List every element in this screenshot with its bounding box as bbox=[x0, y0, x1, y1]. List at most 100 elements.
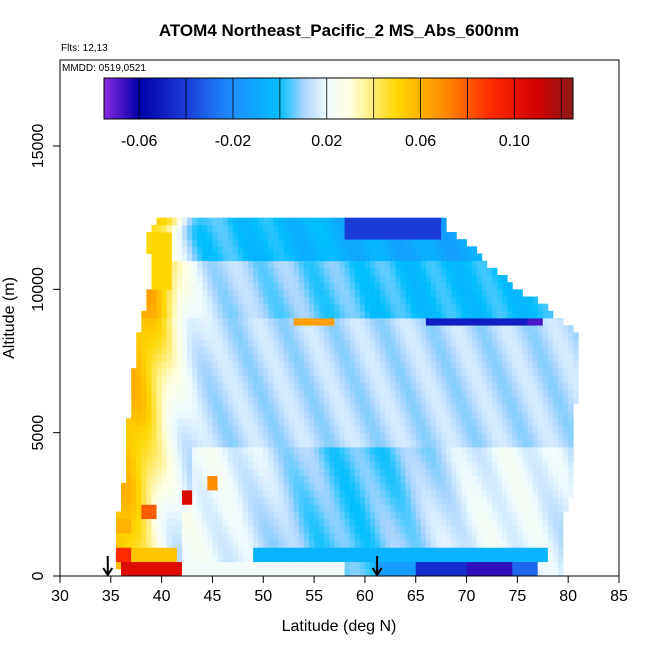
heatmap-cell bbox=[192, 432, 198, 441]
heatmap-cell bbox=[166, 518, 173, 527]
heatmap-cell bbox=[344, 224, 351, 233]
heatmap-cell bbox=[375, 289, 381, 297]
heatmap-cell bbox=[278, 389, 284, 398]
heatmap-cell bbox=[486, 468, 493, 477]
heatmap-cell bbox=[283, 303, 290, 312]
heatmap-cell bbox=[446, 375, 452, 383]
heatmap-cell bbox=[436, 447, 442, 455]
heatmap-cell bbox=[491, 468, 498, 477]
heatmap-cell bbox=[136, 511, 142, 520]
heatmap-cell bbox=[222, 310, 229, 319]
heatmap-cell bbox=[349, 282, 356, 290]
heatmap-cell bbox=[349, 232, 356, 240]
heatmap-cell bbox=[171, 303, 178, 312]
heatmap-cell bbox=[293, 482, 300, 491]
heatmap-cell bbox=[268, 282, 274, 290]
heatmap-cell bbox=[263, 303, 269, 312]
heatmap-cell bbox=[380, 325, 386, 333]
heatmap-cell bbox=[369, 303, 376, 312]
heatmap-cell bbox=[141, 454, 147, 462]
heatmap-cell bbox=[263, 246, 269, 254]
colorbar-segment bbox=[520, 78, 524, 119]
heatmap-cell bbox=[349, 396, 356, 405]
heatmap-cell bbox=[563, 375, 569, 383]
x-axis-tick-label: 30 bbox=[51, 588, 69, 605]
heatmap-cell bbox=[354, 332, 361, 340]
heatmap-cell bbox=[212, 547, 218, 555]
heatmap-cell bbox=[476, 418, 483, 426]
heatmap-cell bbox=[237, 246, 244, 254]
heatmap-cell bbox=[242, 346, 249, 355]
heatmap-cell bbox=[156, 303, 163, 312]
heatmap-cell bbox=[242, 554, 249, 563]
heatmap-cell bbox=[217, 368, 224, 376]
heatmap-cell bbox=[385, 504, 391, 512]
heatmap-cell bbox=[441, 303, 447, 312]
heatmap-cell bbox=[293, 554, 300, 563]
heatmap-cell bbox=[420, 289, 427, 297]
heatmap-cell bbox=[522, 511, 528, 520]
heatmap-cell bbox=[253, 547, 259, 555]
heatmap-cell bbox=[176, 217, 183, 226]
heatmap-cell bbox=[314, 490, 320, 498]
heatmap-cell bbox=[425, 525, 432, 534]
heatmap-cell bbox=[522, 332, 528, 340]
heatmap-cell bbox=[319, 475, 325, 484]
heatmap-cell bbox=[375, 533, 381, 541]
heatmap-cell bbox=[273, 490, 279, 498]
heatmap-cell bbox=[547, 561, 554, 570]
heatmap-cell bbox=[171, 547, 178, 555]
heatmap-cell bbox=[115, 540, 122, 548]
heatmap-cell bbox=[481, 303, 488, 312]
heatmap-cell bbox=[171, 533, 178, 541]
colorbar-segment bbox=[124, 78, 128, 119]
heatmap-cell bbox=[512, 511, 518, 520]
heatmap-cell bbox=[441, 375, 447, 383]
heatmap-cell bbox=[303, 260, 310, 269]
heatmap-cell bbox=[187, 561, 193, 570]
heatmap-cell bbox=[491, 540, 498, 548]
heatmap-cell bbox=[441, 339, 447, 348]
heatmap-cell bbox=[253, 253, 259, 262]
heatmap-cell bbox=[375, 339, 381, 348]
heatmap-cell bbox=[552, 396, 559, 405]
heatmap-cell bbox=[456, 533, 462, 541]
x-axis-tick-label: 40 bbox=[153, 588, 171, 605]
heatmap-cell bbox=[532, 547, 539, 555]
heatmap-cell bbox=[288, 353, 295, 362]
heatmap-cell bbox=[364, 389, 371, 398]
heatmap-cell bbox=[187, 525, 193, 534]
heatmap-cell bbox=[481, 318, 488, 326]
heatmap-cell bbox=[461, 554, 467, 563]
heatmap-cell bbox=[517, 389, 523, 398]
heatmap-cell bbox=[537, 318, 544, 326]
heatmap-cell bbox=[197, 375, 203, 383]
heatmap-cell bbox=[354, 239, 361, 247]
heatmap-cell bbox=[278, 482, 284, 491]
heatmap-cell bbox=[217, 332, 224, 340]
heatmap-cell bbox=[151, 490, 157, 498]
heatmap-cell bbox=[258, 368, 264, 376]
heatmap-cell bbox=[420, 232, 427, 240]
heatmap-cell bbox=[187, 382, 193, 391]
heatmap-cell bbox=[146, 411, 152, 419]
heatmap-cell bbox=[364, 547, 371, 555]
heatmap-cell bbox=[339, 454, 345, 462]
heatmap-cell bbox=[441, 318, 447, 326]
colorbar-segment bbox=[546, 78, 550, 119]
heatmap-cell bbox=[329, 568, 335, 577]
heatmap-cell bbox=[298, 361, 305, 369]
heatmap-cell bbox=[176, 425, 183, 434]
heatmap-cell bbox=[359, 418, 366, 426]
heatmap-cell bbox=[405, 346, 412, 355]
heatmap-cell bbox=[181, 232, 188, 240]
heatmap-cell bbox=[563, 497, 569, 505]
heatmap-cell bbox=[324, 511, 330, 520]
heatmap-cell bbox=[547, 339, 554, 348]
heatmap-cell bbox=[375, 518, 381, 527]
heatmap-cell bbox=[258, 504, 264, 512]
heatmap-cell bbox=[166, 432, 173, 441]
heatmap-cell bbox=[471, 389, 478, 398]
heatmap-cell bbox=[476, 303, 483, 312]
heatmap-cell bbox=[126, 439, 132, 448]
